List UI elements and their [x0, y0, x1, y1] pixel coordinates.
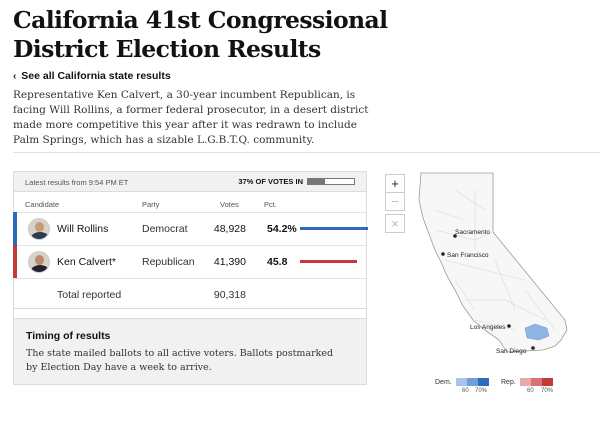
party-accent: [13, 245, 17, 278]
col-votes: Votes: [220, 200, 239, 209]
legend-swatch: [541, 378, 553, 386]
total-label: Total reported: [57, 289, 122, 301]
city-dot-los-angeles: [507, 324, 511, 328]
column-headers: Candidate Party Votes Pct.: [14, 192, 366, 212]
legend-rep: Rep.: [501, 378, 553, 386]
candidate-row: Will Rollins Democrat 48,928 54.2%: [13, 212, 368, 245]
chevron-left-icon: ‹: [13, 71, 17, 82]
col-candidate: Candidate: [25, 200, 60, 209]
reset-map-button[interactable]: ×: [385, 214, 405, 233]
candidate-votes: 41,390: [213, 256, 246, 268]
results-table: Latest results from 9:54 PM ET 37% OF VO…: [13, 171, 368, 385]
legend-dem-tick-60: 60: [462, 388, 469, 394]
city-label-los-angeles: Los Angeles: [470, 324, 506, 331]
county-lines: [434, 189, 556, 331]
last-updated: Latest results from 9:54 PM ET: [25, 178, 129, 187]
legend-rep-tick-60: 60: [527, 388, 534, 394]
col-party: Party: [142, 200, 160, 209]
state-results-link[interactable]: ‹ See all California state results: [13, 70, 171, 82]
reporting-progress-fill: [308, 179, 326, 184]
timing-body: The state mailed ballots to all active v…: [26, 348, 334, 373]
candidate-party: Democrat: [142, 223, 188, 235]
candidate-pct: 54.2%: [267, 223, 297, 235]
legend-rep-label: Rep.: [501, 378, 516, 386]
legend-dem-tick-70: 70%: [475, 388, 488, 394]
candidate-party: Republican: [142, 256, 195, 268]
reporting-status: 37% OF VOTES IN: [238, 177, 355, 186]
legend-rep-tick-70: 70%: [541, 388, 554, 394]
california-map[interactable]: Sacramento San Francisco Los Angeles San…: [415, 170, 585, 375]
legend-swatch: [477, 378, 489, 386]
city-dot-san-diego: [531, 346, 535, 350]
party-accent: [13, 212, 17, 245]
candidate-row: Ken Calvert* Republican 41,390 45.8: [13, 245, 366, 278]
map-zoom-controls: + − ×: [385, 174, 405, 233]
legend-dem: Dem.: [435, 378, 489, 386]
zoom-out-button[interactable]: −: [385, 192, 405, 211]
candidate-votes: 48,928: [213, 223, 246, 235]
intro-paragraph: Representative Ken Calvert, a 30-year in…: [13, 89, 369, 146]
legend-swatch: [519, 378, 531, 386]
reporting-label: 37% OF VOTES IN: [238, 177, 303, 186]
vote-share-bar: [300, 227, 368, 230]
col-pct: Pct.: [264, 200, 277, 209]
candidate-name: Will Rollins: [57, 223, 109, 235]
legend-dem-label: Dem.: [435, 378, 452, 386]
legend-swatch: [466, 378, 478, 386]
city-dot-sacramento: [453, 234, 457, 238]
city-label-san-diego: San Diego: [496, 348, 527, 355]
legend-swatch: [455, 378, 467, 386]
city-label-sacramento: Sacramento: [455, 229, 490, 236]
city-dot-san-francisco: [441, 252, 445, 256]
timing-heading: Timing of results: [26, 330, 111, 342]
candidate-name: Ken Calvert*: [57, 256, 116, 268]
total-votes: 90,318: [213, 289, 246, 301]
total-row: Total reported 90,318: [14, 278, 366, 308]
divider: [13, 152, 600, 153]
state-results-link-label: See all California state results: [21, 70, 171, 82]
zoom-in-button[interactable]: +: [385, 174, 405, 193]
legend-swatch: [530, 378, 542, 386]
avatar: [28, 218, 50, 240]
timing-box: Timing of results The state mailed ballo…: [14, 318, 366, 384]
district-41-shape[interactable]: [524, 323, 550, 341]
reporting-progress-bar: [307, 178, 355, 185]
candidate-pct: 45.8: [267, 256, 288, 268]
california-outline: [418, 172, 568, 353]
avatar: [28, 251, 50, 273]
city-label-san-francisco: San Francisco: [447, 252, 489, 259]
page-title: California 41st Congressional District E…: [13, 6, 388, 63]
results-table-header: Latest results from 9:54 PM ET 37% OF VO…: [14, 172, 366, 192]
vote-share-bar: [300, 260, 358, 263]
